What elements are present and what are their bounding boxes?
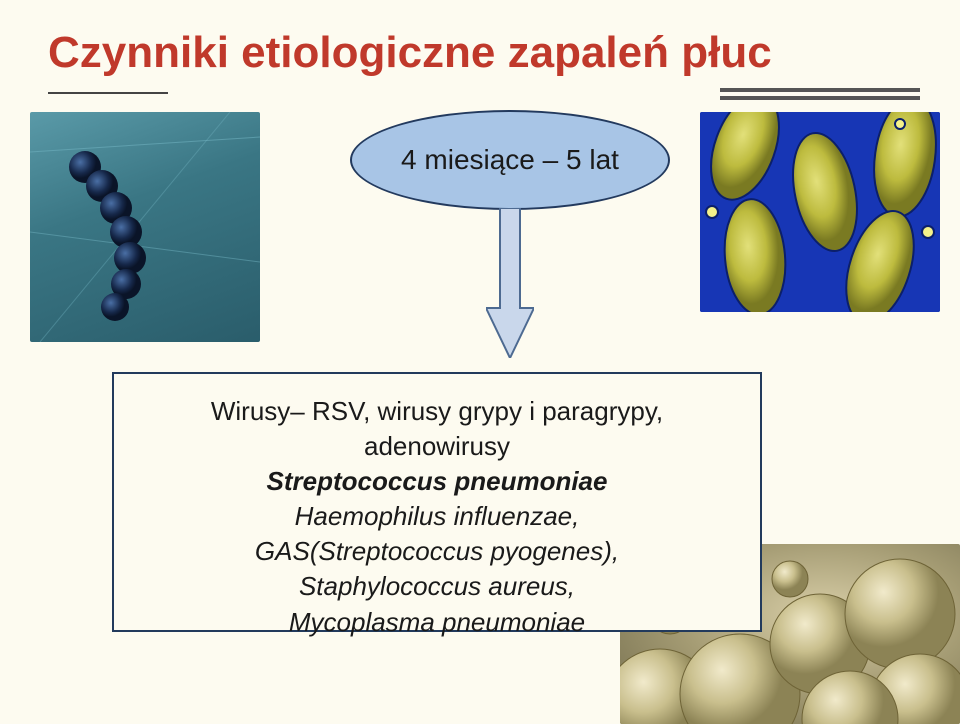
pathogens-line-1: Wirusy– RSV, wirusy grypy i paragrypy, a… [142, 394, 732, 464]
haemophilus-influenzae: Haemophilus influenzae, [142, 499, 732, 534]
gas-streptococcus-pyogenes: GAS(Streptococcus pyogenes), [142, 534, 732, 569]
line1-dash: – [290, 396, 304, 426]
line1-prefix: Wirusy [211, 396, 290, 426]
slide: Czynniki etiologiczne zapaleń płuc [0, 0, 960, 724]
microscopy-image-right [700, 112, 940, 312]
line1-rest: RSV, wirusy grypy i paragrypy, adenowiru… [305, 396, 663, 461]
divider-double-rule [720, 88, 920, 104]
title-underline [48, 92, 168, 97]
mycoplasma-pneumoniae: Mycoplasma pneumoniae [142, 605, 732, 640]
age-range-label: 4 miesiące – 5 lat [401, 144, 619, 176]
staphylococcus-aureus: Staphylococcus aureus, [142, 569, 732, 604]
age-range-bubble: 4 miesiące – 5 lat [350, 110, 670, 210]
microscopy-image-left [30, 112, 260, 342]
streptococcus-pneumoniae: Streptococcus pneumoniae [142, 464, 732, 499]
slide-title: Czynniki etiologiczne zapaleń płuc [48, 28, 772, 78]
pathogens-box: Wirusy– RSV, wirusy grypy i paragrypy, a… [112, 372, 762, 632]
down-arrow-icon [486, 208, 534, 358]
